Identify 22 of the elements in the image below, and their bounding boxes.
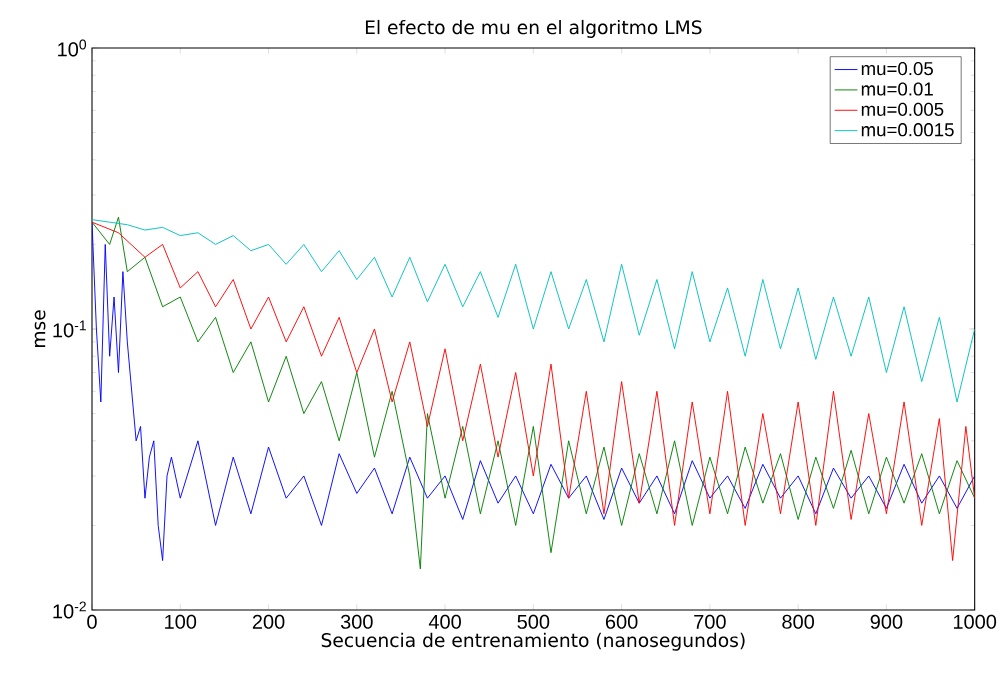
x-tick-label: 100	[165, 614, 197, 629]
x-tick-label: 300	[340, 614, 373, 629]
x-tick-label: 800	[782, 614, 815, 629]
y-tick-label: 10$^{-2}$	[53, 601, 86, 619]
x-tick-label: 1000	[953, 614, 997, 629]
y-axis-title: mse	[34, 310, 46, 348]
x-tick-label: 200	[252, 614, 285, 629]
legend-label: mu=0.0015	[861, 123, 954, 137]
x-tick-label: 400	[428, 614, 461, 629]
legend-label: mu=0.01	[861, 82, 933, 96]
x-axis-title: Secuencia de entrenamiento (nanosegundos)	[321, 632, 745, 651]
legend-label: mu=0.05	[861, 62, 933, 76]
x-tick-label: 900	[870, 614, 903, 629]
line-series	[92, 219, 975, 403]
y-tick-label: 10$^{-1}$	[53, 320, 86, 338]
legend-label: mu=0.005	[861, 102, 944, 116]
chart-title: El efecto de mu en el algoritmo LMS	[365, 19, 702, 38]
x-tick-label: 0	[87, 614, 97, 629]
x-tick-label: 600	[605, 614, 638, 629]
y-tick-label: 10$^{0}$	[58, 39, 87, 57]
x-tick-label: 500	[517, 614, 550, 629]
x-tick-label: 700	[694, 614, 726, 629]
